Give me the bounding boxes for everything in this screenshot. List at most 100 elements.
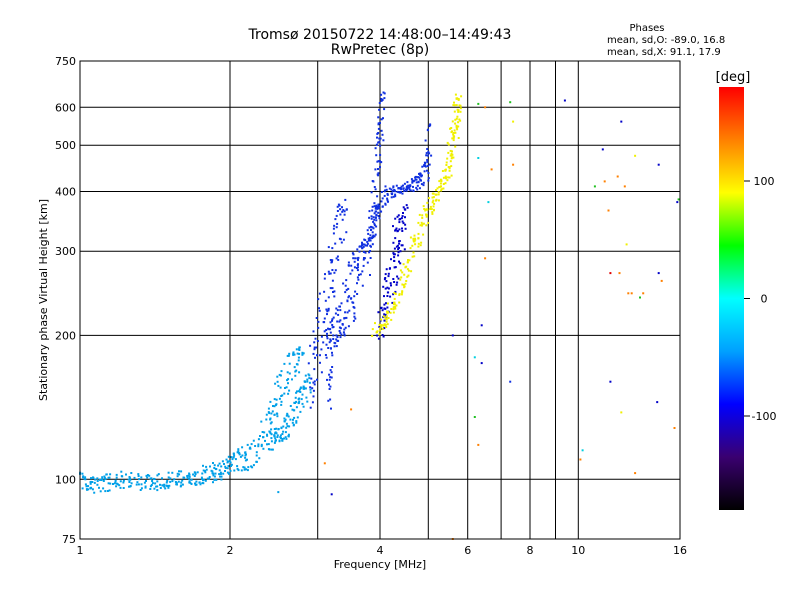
- echo-point: [431, 196, 434, 199]
- echo-point: [401, 227, 403, 230]
- echo-point: [167, 471, 170, 474]
- echo-point: [275, 432, 278, 435]
- echo-point: [326, 332, 328, 335]
- echo-point: [335, 345, 338, 348]
- echo-point: [484, 106, 487, 109]
- echo-point: [401, 291, 404, 294]
- echo-point: [656, 401, 659, 404]
- echo-point: [335, 338, 338, 341]
- echo-point: [195, 480, 198, 483]
- echo-point: [418, 187, 421, 190]
- echo-point: [453, 135, 456, 138]
- echo-point: [284, 436, 287, 439]
- echo-point: [380, 191, 383, 193]
- echo-point: [255, 454, 258, 457]
- phase-stats-title: Phases: [629, 23, 664, 34]
- echo-point: [328, 383, 330, 386]
- echo-point: [616, 175, 619, 178]
- echo-point: [167, 486, 170, 489]
- echo-point: [325, 356, 328, 359]
- echo-point: [449, 154, 452, 157]
- echo-point: [219, 471, 222, 474]
- echo-point: [186, 476, 189, 479]
- echo-point: [237, 452, 240, 455]
- echo-point: [422, 181, 425, 184]
- echo-point: [381, 133, 384, 136]
- echo-point: [106, 490, 109, 492]
- echo-point: [383, 295, 385, 298]
- echo-point: [426, 154, 429, 157]
- echo-point: [428, 163, 431, 166]
- echo-point: [311, 401, 314, 404]
- echo-point: [275, 403, 278, 406]
- echo-point: [363, 243, 366, 246]
- echo-point: [424, 162, 427, 165]
- echo-point: [280, 400, 283, 403]
- echo-point: [386, 193, 389, 196]
- echo-point: [330, 493, 333, 496]
- echo-point: [450, 152, 453, 155]
- echo-point: [607, 209, 610, 212]
- echo-point: [326, 310, 329, 313]
- echo-point: [312, 330, 315, 333]
- echo-point: [456, 115, 459, 118]
- echo-point: [161, 484, 164, 487]
- echo-point: [394, 290, 397, 293]
- echo-point: [352, 306, 355, 308]
- echo-point: [338, 320, 341, 323]
- echo-point: [367, 239, 370, 242]
- echo-point: [402, 222, 405, 225]
- echo-point: [368, 216, 371, 219]
- echo-point: [432, 199, 435, 202]
- echo-point: [386, 323, 389, 326]
- echo-point: [341, 218, 344, 221]
- echo-point: [289, 405, 292, 407]
- echo-point: [324, 273, 326, 276]
- echo-point: [398, 293, 401, 296]
- echo-point: [415, 181, 418, 184]
- echo-point: [369, 244, 372, 247]
- echo-point: [452, 139, 455, 142]
- echo-point: [422, 205, 425, 208]
- echo-point: [329, 376, 332, 379]
- echo-point: [243, 466, 246, 469]
- echo-point: [440, 179, 443, 182]
- echo-point: [420, 241, 423, 244]
- echo-point: [381, 197, 384, 200]
- echo-point: [200, 476, 203, 479]
- echo-point: [377, 211, 380, 214]
- echo-point: [395, 227, 398, 230]
- echo-point: [270, 428, 273, 431]
- echo-point: [238, 453, 241, 456]
- echo-point: [334, 342, 337, 345]
- echo-point: [477, 157, 480, 159]
- echo-point: [393, 247, 396, 250]
- x-tick-label: 10: [571, 544, 585, 557]
- echo-point: [383, 278, 386, 281]
- echo-point: [417, 176, 419, 179]
- echo-point: [350, 264, 353, 267]
- echo-point: [427, 172, 430, 174]
- y-tick-label: 300: [55, 245, 76, 258]
- echo-point: [336, 255, 339, 258]
- echo-point: [109, 482, 112, 485]
- echo-point: [448, 169, 451, 172]
- echo-point: [401, 290, 404, 293]
- echo-point: [285, 426, 288, 429]
- echo-point: [352, 319, 355, 322]
- echo-point: [429, 205, 432, 208]
- echo-point: [276, 375, 279, 378]
- echo-point: [402, 284, 405, 286]
- echo-point: [431, 212, 434, 215]
- echo-point: [177, 480, 180, 483]
- echo-point: [335, 214, 338, 217]
- echo-point: [347, 261, 350, 264]
- echo-point: [212, 474, 215, 477]
- echo-point: [452, 104, 455, 107]
- echo-point: [385, 188, 388, 191]
- echo-point: [212, 481, 214, 484]
- echo-point: [337, 313, 340, 316]
- echo-point: [332, 316, 335, 319]
- echo-point: [289, 418, 292, 421]
- echo-point: [276, 436, 279, 438]
